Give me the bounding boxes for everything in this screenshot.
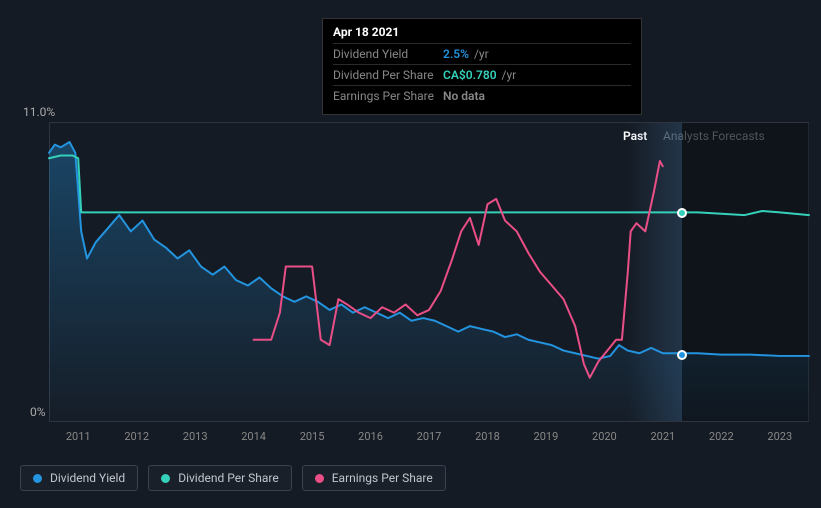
series-div_ps — [49, 155, 809, 215]
tooltip-row: Dividend Yield2.5% /yr — [333, 43, 631, 64]
x-tick: 2022 — [709, 430, 734, 443]
x-tick: 2016 — [358, 430, 383, 443]
line-chart[interactable] — [49, 122, 809, 422]
marker-div_ps — [677, 208, 687, 218]
tooltip-row: Dividend Per ShareCA$0.780 /yr — [333, 64, 631, 85]
x-tick: 2017 — [417, 430, 442, 443]
x-tick: 2019 — [534, 430, 559, 443]
tooltip-value: No data — [443, 89, 485, 103]
x-tick: 2020 — [592, 430, 617, 443]
x-tick: 2023 — [767, 430, 792, 443]
x-tick: 2018 — [475, 430, 500, 443]
tooltip-unit: /yr — [499, 68, 517, 82]
tooltip-row: Earnings Per ShareNo data — [333, 85, 631, 106]
tooltip-label: Dividend Per Share — [333, 68, 443, 82]
x-tick: 2014 — [241, 430, 266, 443]
legend-label: Dividend Yield — [50, 471, 125, 485]
tooltip: Apr 18 2021 Dividend Yield2.5% /yrDivide… — [322, 18, 642, 115]
legend-swatch — [161, 474, 170, 483]
tooltip-unit: /yr — [471, 47, 489, 61]
tooltip-value: 2.5% — [443, 47, 469, 61]
legend-item[interactable]: Dividend Per Share — [148, 465, 292, 491]
x-tick: 2012 — [124, 430, 149, 443]
legend-swatch — [315, 474, 324, 483]
marker-div_yield — [677, 350, 687, 360]
tooltip-date: Apr 18 2021 — [333, 25, 631, 43]
x-tick: 2013 — [183, 430, 208, 443]
tooltip-value: CA$0.780 — [443, 68, 497, 82]
x-tick: 2015 — [300, 430, 325, 443]
y-axis-max: 11.0% — [23, 105, 55, 119]
x-tick: 2011 — [66, 430, 91, 443]
legend-item[interactable]: Earnings Per Share — [302, 465, 446, 491]
x-tick: 2021 — [650, 430, 675, 443]
legend-label: Earnings Per Share — [332, 471, 433, 485]
y-axis-min: 0% — [30, 405, 46, 419]
tooltip-label: Dividend Yield — [333, 47, 443, 61]
tooltip-label: Earnings Per Share — [333, 89, 443, 103]
legend: Dividend Yield Dividend Per Share Earnings… — [20, 465, 446, 491]
legend-swatch — [33, 474, 42, 483]
legend-label: Dividend Per Share — [178, 471, 279, 485]
legend-item[interactable]: Dividend Yield — [20, 465, 138, 491]
